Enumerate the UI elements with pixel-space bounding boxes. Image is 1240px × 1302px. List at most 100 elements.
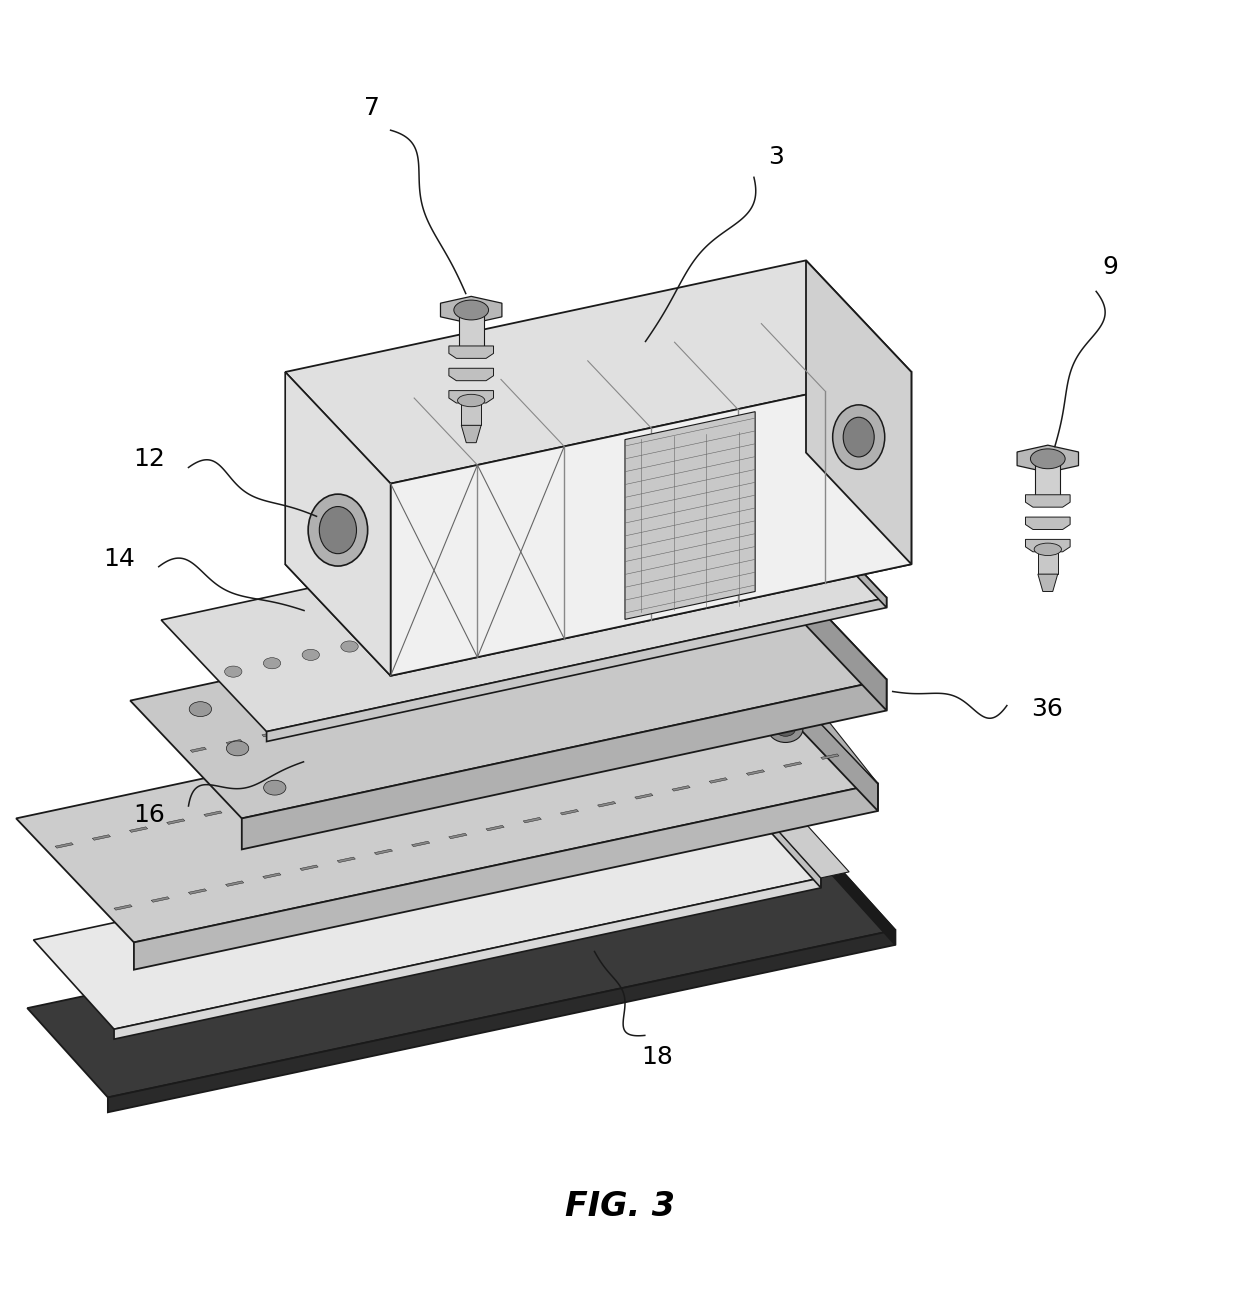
Polygon shape bbox=[285, 372, 391, 676]
Polygon shape bbox=[285, 260, 911, 483]
Polygon shape bbox=[449, 368, 494, 380]
Polygon shape bbox=[92, 835, 110, 840]
Polygon shape bbox=[1038, 574, 1058, 591]
Ellipse shape bbox=[319, 506, 357, 553]
Polygon shape bbox=[285, 453, 911, 676]
Polygon shape bbox=[267, 598, 887, 742]
Polygon shape bbox=[188, 889, 207, 894]
Polygon shape bbox=[449, 391, 494, 404]
Ellipse shape bbox=[573, 591, 590, 602]
Text: 18: 18 bbox=[641, 1044, 673, 1069]
Polygon shape bbox=[130, 561, 887, 819]
Polygon shape bbox=[298, 724, 314, 729]
Polygon shape bbox=[412, 841, 430, 846]
Polygon shape bbox=[728, 631, 744, 637]
Polygon shape bbox=[461, 426, 481, 443]
Text: 3: 3 bbox=[768, 145, 784, 169]
Polygon shape bbox=[598, 802, 616, 807]
Polygon shape bbox=[501, 747, 520, 753]
Ellipse shape bbox=[454, 299, 489, 320]
Ellipse shape bbox=[768, 549, 785, 560]
Polygon shape bbox=[625, 411, 755, 620]
Polygon shape bbox=[337, 857, 356, 862]
Polygon shape bbox=[440, 297, 502, 324]
Ellipse shape bbox=[689, 565, 707, 577]
Ellipse shape bbox=[806, 540, 823, 552]
Polygon shape bbox=[449, 346, 494, 358]
Polygon shape bbox=[775, 561, 887, 711]
Polygon shape bbox=[806, 260, 911, 564]
Ellipse shape bbox=[651, 574, 668, 585]
Polygon shape bbox=[203, 811, 222, 816]
Polygon shape bbox=[226, 881, 244, 887]
Polygon shape bbox=[548, 671, 564, 676]
Polygon shape bbox=[461, 401, 481, 426]
Ellipse shape bbox=[728, 557, 745, 569]
Polygon shape bbox=[761, 691, 780, 698]
Polygon shape bbox=[16, 660, 878, 943]
Polygon shape bbox=[129, 827, 148, 832]
Text: FIG. 3: FIG. 3 bbox=[565, 1190, 675, 1223]
Polygon shape bbox=[523, 818, 542, 823]
Polygon shape bbox=[108, 930, 895, 1112]
Polygon shape bbox=[242, 680, 887, 849]
Polygon shape bbox=[800, 616, 816, 621]
Polygon shape bbox=[114, 878, 821, 1039]
Polygon shape bbox=[151, 897, 170, 902]
Ellipse shape bbox=[458, 395, 485, 406]
Polygon shape bbox=[560, 810, 579, 815]
Polygon shape bbox=[760, 660, 878, 811]
Ellipse shape bbox=[496, 608, 513, 618]
Polygon shape bbox=[1035, 462, 1060, 496]
Polygon shape bbox=[427, 763, 445, 768]
Ellipse shape bbox=[263, 658, 280, 669]
Polygon shape bbox=[764, 624, 780, 629]
Polygon shape bbox=[315, 788, 334, 793]
Polygon shape bbox=[300, 865, 319, 871]
Polygon shape bbox=[635, 794, 653, 799]
Text: 9: 9 bbox=[1102, 255, 1118, 280]
Polygon shape bbox=[764, 810, 849, 878]
Ellipse shape bbox=[308, 495, 367, 566]
Polygon shape bbox=[459, 314, 484, 348]
Polygon shape bbox=[740, 789, 821, 888]
Polygon shape bbox=[334, 716, 350, 721]
Polygon shape bbox=[1017, 445, 1079, 473]
Ellipse shape bbox=[534, 599, 552, 611]
Polygon shape bbox=[389, 771, 408, 777]
Text: 16: 16 bbox=[134, 803, 165, 827]
Polygon shape bbox=[672, 785, 691, 792]
Polygon shape bbox=[449, 833, 467, 838]
Polygon shape bbox=[724, 700, 743, 706]
Ellipse shape bbox=[379, 633, 397, 643]
Polygon shape bbox=[55, 842, 73, 848]
Polygon shape bbox=[575, 732, 594, 737]
Polygon shape bbox=[815, 841, 895, 945]
Polygon shape bbox=[27, 841, 895, 1098]
Polygon shape bbox=[161, 486, 887, 732]
Polygon shape bbox=[781, 486, 887, 608]
Polygon shape bbox=[486, 825, 505, 831]
Polygon shape bbox=[613, 724, 631, 729]
Ellipse shape bbox=[843, 417, 874, 457]
Ellipse shape bbox=[768, 715, 804, 742]
Polygon shape bbox=[692, 639, 708, 644]
Polygon shape bbox=[352, 779, 371, 785]
Polygon shape bbox=[441, 693, 458, 698]
Ellipse shape bbox=[776, 721, 796, 736]
Polygon shape bbox=[263, 872, 281, 879]
Ellipse shape bbox=[264, 780, 286, 796]
Polygon shape bbox=[656, 647, 672, 652]
Ellipse shape bbox=[1034, 543, 1061, 556]
Polygon shape bbox=[114, 905, 133, 910]
Ellipse shape bbox=[190, 702, 212, 716]
Polygon shape bbox=[1025, 539, 1070, 552]
Ellipse shape bbox=[341, 641, 358, 652]
Polygon shape bbox=[1025, 495, 1070, 508]
Polygon shape bbox=[405, 700, 422, 706]
Polygon shape bbox=[134, 784, 878, 970]
Ellipse shape bbox=[1030, 449, 1065, 469]
Polygon shape bbox=[226, 740, 242, 745]
Text: 36: 36 bbox=[1032, 697, 1064, 721]
Text: 7: 7 bbox=[365, 95, 381, 120]
